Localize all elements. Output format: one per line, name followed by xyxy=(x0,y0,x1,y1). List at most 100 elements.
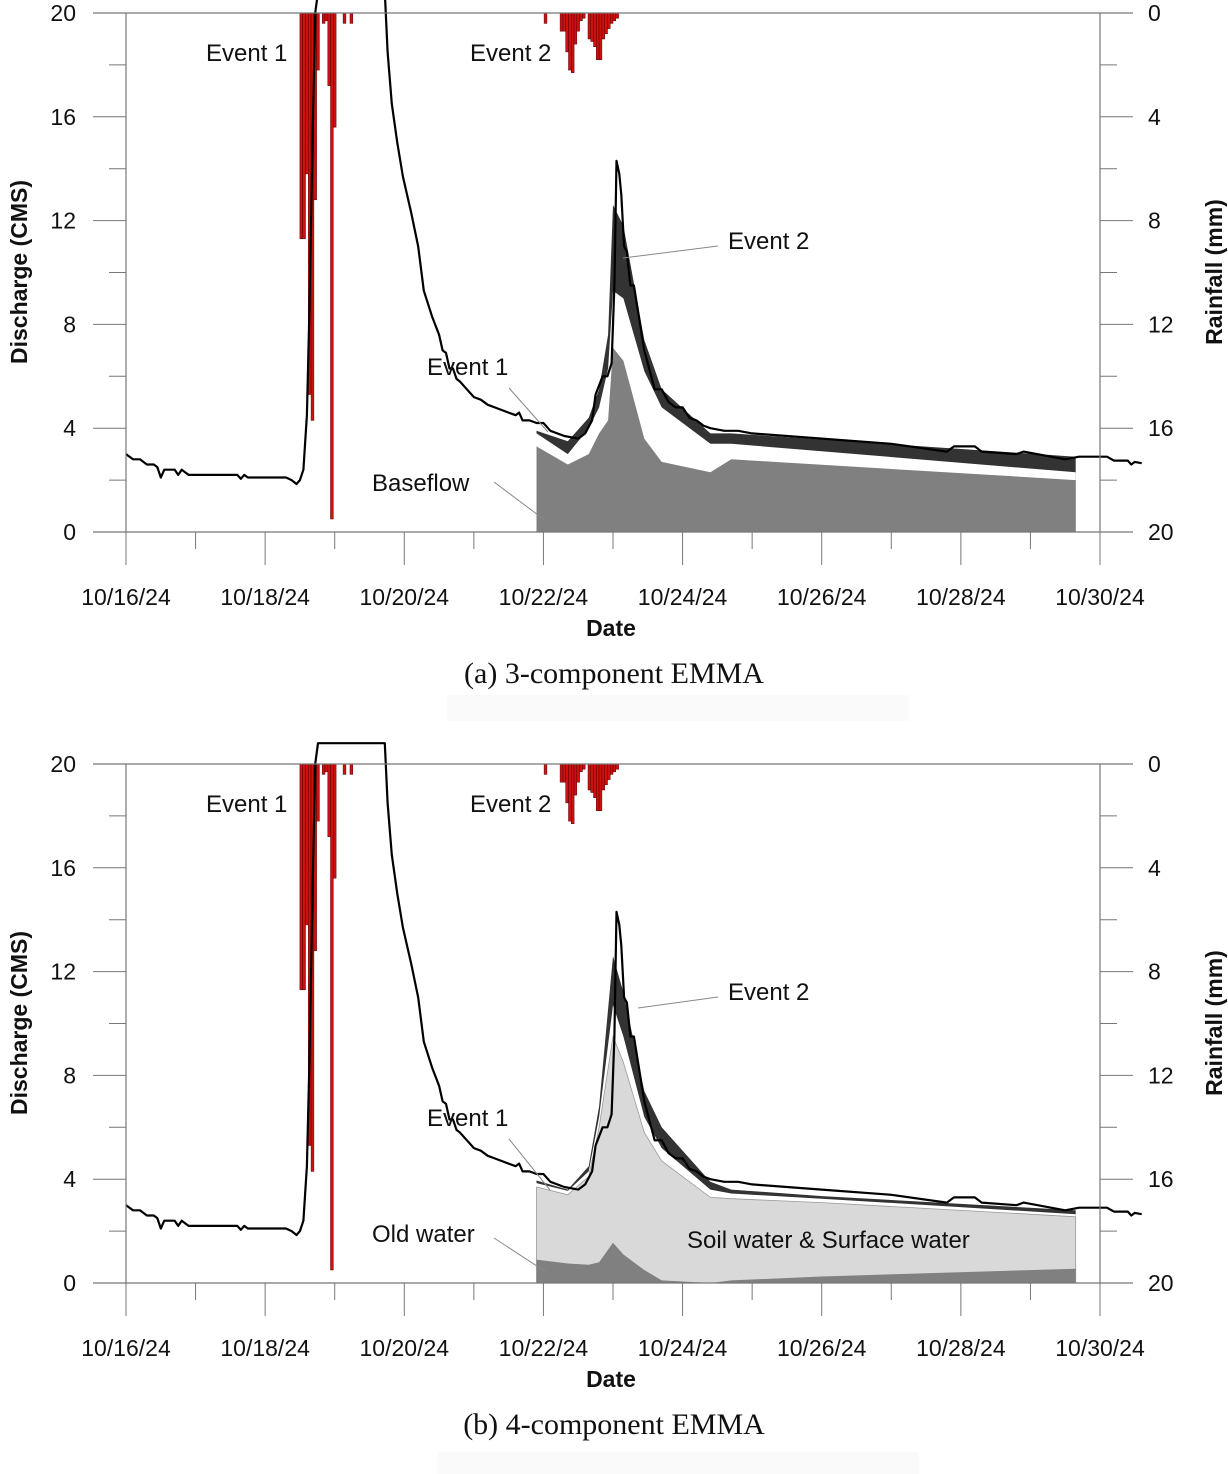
annotation-event-1-component: Event 1 xyxy=(427,354,508,381)
rainfall-bar xyxy=(615,764,619,770)
annotations: Event 1 Event 2 Event 2 Event 1 Old wate… xyxy=(206,791,970,1273)
rainfall-bar xyxy=(587,764,592,791)
rainfall-bar xyxy=(543,13,548,24)
y-tick-label-left: 16 xyxy=(50,104,76,130)
rainfall-bar xyxy=(299,764,303,991)
y-tick-label-left: 20 xyxy=(50,751,76,777)
rainfall-bar xyxy=(349,764,354,775)
leader-line-old-water xyxy=(493,1237,547,1273)
rainfall-bar xyxy=(349,13,354,24)
rainfall-bar xyxy=(615,13,619,19)
y-tick-label-right: 4 xyxy=(1148,104,1161,130)
rainfall-bar xyxy=(604,764,608,786)
axis-labels: Discharge (CMS) Rainfall (mm) Date (a) 3… xyxy=(6,180,1227,721)
y-tick-label-right: 12 xyxy=(1148,1062,1174,1088)
axes: 0 4 8 12 16 20 0 4 8 12 16 20 10/16/24 10/18/24 10/20/… xyxy=(50,0,1173,610)
leader-line-event-1 xyxy=(508,387,549,433)
rainfall-bar xyxy=(543,764,548,775)
y-tick-label-left: 4 xyxy=(63,415,76,441)
panel-caption: (a) 3-component EMMA xyxy=(464,657,764,690)
rainfall-bar xyxy=(330,764,334,1271)
annotation-rainfall-event-2: Event 2 xyxy=(470,791,551,818)
rainfall-bar xyxy=(612,13,617,22)
discharge-line-group xyxy=(125,742,1142,1237)
rainfall-bar xyxy=(565,764,569,804)
rainfall-bar xyxy=(342,13,347,24)
rainfall-bar xyxy=(590,13,594,42)
rainfall-bar xyxy=(562,13,566,32)
leader-line-event-2 xyxy=(622,245,719,259)
rainfall-bars xyxy=(299,764,619,1271)
rainfall-bar xyxy=(333,764,337,879)
rainfall-bar xyxy=(573,13,578,45)
rainfall-bar xyxy=(576,13,580,32)
rainfall-bar xyxy=(342,764,347,775)
rainfall-bar xyxy=(305,13,309,175)
rainfall-bar xyxy=(607,13,611,29)
rainfall-bar xyxy=(571,13,575,73)
discharge-line-group xyxy=(125,0,1142,486)
area-baseflow xyxy=(536,347,1076,532)
y-tick-label-right: 4 xyxy=(1148,855,1161,881)
discharge-line xyxy=(125,742,1142,1237)
y-tick-label-left: 0 xyxy=(63,1270,76,1296)
rainfall-bars xyxy=(299,13,619,520)
y-axis-title-right: Rainfall (mm) xyxy=(1201,950,1227,1096)
rainfall-bar xyxy=(598,13,603,60)
y-tick-label-right: 16 xyxy=(1148,1166,1174,1192)
x-tick-label: 10/16/24 xyxy=(81,584,171,610)
rainfall-bar xyxy=(316,764,320,822)
x-tick-label: 10/28/24 xyxy=(916,584,1006,610)
rainfall-bar xyxy=(324,764,329,773)
rainfall-bar xyxy=(601,764,605,791)
x-tick-label: 10/22/24 xyxy=(499,584,589,610)
y-tick-label-left: 0 xyxy=(63,519,76,545)
panel-caption: (b) 4-component EMMA xyxy=(463,1408,765,1441)
rainfall-bar xyxy=(327,764,331,837)
rainfall-bar xyxy=(604,13,608,35)
area-old-water xyxy=(536,1242,1076,1283)
rainfall-bar xyxy=(593,13,597,47)
rainfall-bar xyxy=(593,764,597,798)
x-axis-title: Date xyxy=(586,1366,636,1392)
rainfall-bar xyxy=(582,13,586,19)
x-tick-label: 10/24/24 xyxy=(638,1335,728,1361)
y-axis-title-right: Rainfall (mm) xyxy=(1201,199,1227,345)
caption-shadow-box xyxy=(437,1452,919,1474)
rainfall-bar xyxy=(573,764,578,796)
rainfall-bar xyxy=(305,764,309,926)
rainfall-bar xyxy=(316,13,320,71)
rainfall-bar xyxy=(302,764,306,991)
y-tick-label-left: 20 xyxy=(50,0,76,26)
rainfall-bar xyxy=(333,13,337,128)
axis-labels: Discharge (CMS) Rainfall (mm) Date (b) 4… xyxy=(6,931,1227,1474)
y-axis-title-left: Discharge (CMS) xyxy=(6,931,32,1115)
rainfall-bar xyxy=(590,764,594,793)
annotation-rainfall-event-2: Event 2 xyxy=(470,40,551,67)
rainfall-bar xyxy=(559,13,564,32)
y-tick-label-left: 12 xyxy=(50,208,76,234)
rainfall-bar xyxy=(299,13,303,240)
y-tick-label-right: 0 xyxy=(1148,751,1161,777)
rainfall-bar xyxy=(601,13,605,40)
x-tick-label: 10/20/24 xyxy=(360,1335,450,1361)
leader-line-baseflow xyxy=(493,481,547,522)
discharge-line xyxy=(125,0,1142,486)
rainfall-bar xyxy=(596,764,600,811)
rainfall-bar xyxy=(609,764,614,775)
rainfall-bar xyxy=(598,764,603,811)
panel-b-4-component-emma: 0 4 8 12 16 20 0 4 8 12 16 20 10/16/24 10/18/24 10/20/… xyxy=(6,742,1227,1474)
x-tick-label: 10/24/24 xyxy=(638,584,728,610)
y-tick-label-left: 8 xyxy=(63,311,76,337)
rainfall-bar xyxy=(576,764,580,783)
x-tick-label: 10/30/24 xyxy=(1055,584,1145,610)
y-tick-label-right: 8 xyxy=(1148,959,1161,985)
x-tick-label: 10/26/24 xyxy=(777,584,867,610)
rainfall-bar xyxy=(612,764,617,773)
x-tick-label: 10/30/24 xyxy=(1055,1335,1145,1361)
annotation-baseflow-component: Baseflow xyxy=(372,470,470,497)
annotation-rainfall-event-1: Event 1 xyxy=(206,791,287,818)
panel-a-3-component-emma: 0 4 8 12 16 20 0 4 8 12 16 20 10/16/24 10/18/24 10/20/… xyxy=(6,0,1227,721)
rainfall-bar xyxy=(327,13,331,86)
rainfall-bar xyxy=(609,13,614,24)
